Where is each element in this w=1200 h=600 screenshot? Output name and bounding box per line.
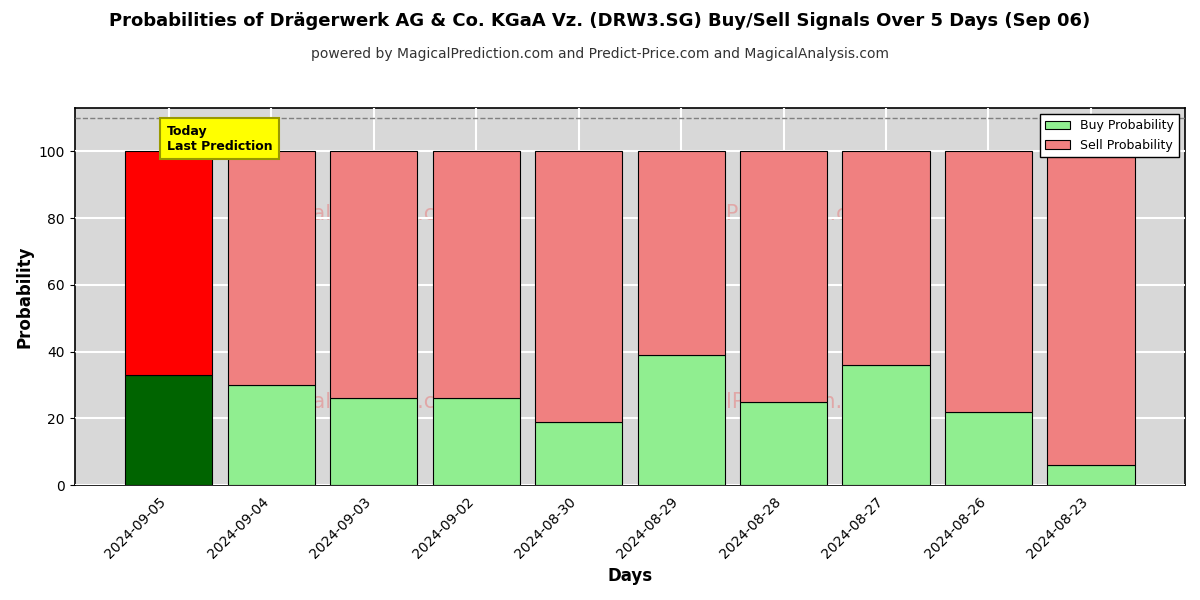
Text: calAnalysis.com: calAnalysis.com xyxy=(302,203,469,224)
Bar xyxy=(432,151,520,398)
Bar xyxy=(535,151,622,422)
Bar xyxy=(944,151,1032,412)
X-axis label: Days: Days xyxy=(607,567,653,585)
Bar xyxy=(944,412,1032,485)
Bar xyxy=(330,398,418,485)
Bar xyxy=(637,355,725,485)
Bar xyxy=(330,151,418,398)
Bar xyxy=(842,365,930,485)
Bar xyxy=(637,151,725,355)
Text: MagicalPrediction.coₙ: MagicalPrediction.coₙ xyxy=(652,392,875,412)
Text: calAnalysis.com: calAnalysis.com xyxy=(302,392,469,412)
Bar xyxy=(125,375,212,485)
Bar xyxy=(1048,465,1134,485)
Bar xyxy=(740,151,827,402)
Bar xyxy=(740,402,827,485)
Bar xyxy=(432,398,520,485)
Bar xyxy=(228,151,314,385)
Text: powered by MagicalPrediction.com and Predict-Price.com and MagicalAnalysis.com: powered by MagicalPrediction.com and Pre… xyxy=(311,47,889,61)
Text: Probabilities of Drägerwerk AG & Co. KGaA Vz. (DRW3.SG) Buy/Sell Signals Over 5 : Probabilities of Drägerwerk AG & Co. KGa… xyxy=(109,12,1091,30)
Text: Today
Last Prediction: Today Last Prediction xyxy=(167,125,272,152)
Text: MagicalPrediction.com: MagicalPrediction.com xyxy=(646,203,881,224)
Bar xyxy=(228,385,314,485)
Bar xyxy=(842,151,930,365)
Y-axis label: Probability: Probability xyxy=(16,245,34,348)
Bar xyxy=(535,422,622,485)
Legend: Buy Probability, Sell Probability: Buy Probability, Sell Probability xyxy=(1040,114,1178,157)
Bar xyxy=(1048,151,1134,465)
Bar xyxy=(125,151,212,375)
